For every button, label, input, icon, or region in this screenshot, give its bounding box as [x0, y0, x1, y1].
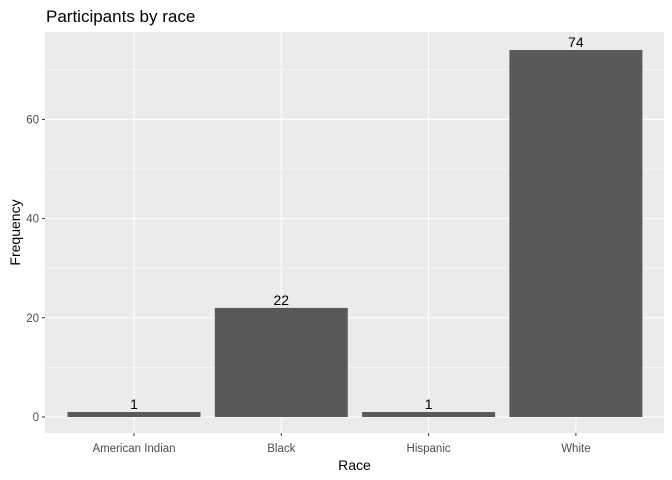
x-axis: American Indian Black Hispanic White — [92, 433, 591, 455]
x-tick-label: White — [561, 443, 590, 455]
y-tick-label: 40 — [26, 214, 39, 226]
x-tick-label: Hispanic — [407, 443, 451, 455]
bar-american-indian — [67, 412, 201, 417]
bar-black — [214, 307, 348, 417]
y-axis-title: Frequency — [7, 199, 23, 265]
x-tick-label: American Indian — [92, 443, 175, 455]
y-axis: 0 20 40 60 — [26, 114, 45, 424]
bar-white — [509, 50, 643, 417]
bar-hispanic — [362, 412, 496, 417]
data-labels: 1 22 1 74 — [130, 34, 584, 412]
chart-title: Participants by race — [46, 7, 195, 26]
x-axis-title: Race — [338, 457, 371, 473]
data-label: 1 — [130, 396, 138, 412]
bars — [67, 50, 643, 417]
y-tick-label: 0 — [33, 412, 39, 424]
data-label: 1 — [425, 396, 433, 412]
x-tick-label: Black — [267, 443, 295, 455]
data-label: 74 — [568, 34, 584, 50]
data-label: 22 — [274, 292, 290, 308]
y-tick-label: 60 — [26, 114, 39, 126]
y-tick-label: 20 — [26, 313, 39, 325]
